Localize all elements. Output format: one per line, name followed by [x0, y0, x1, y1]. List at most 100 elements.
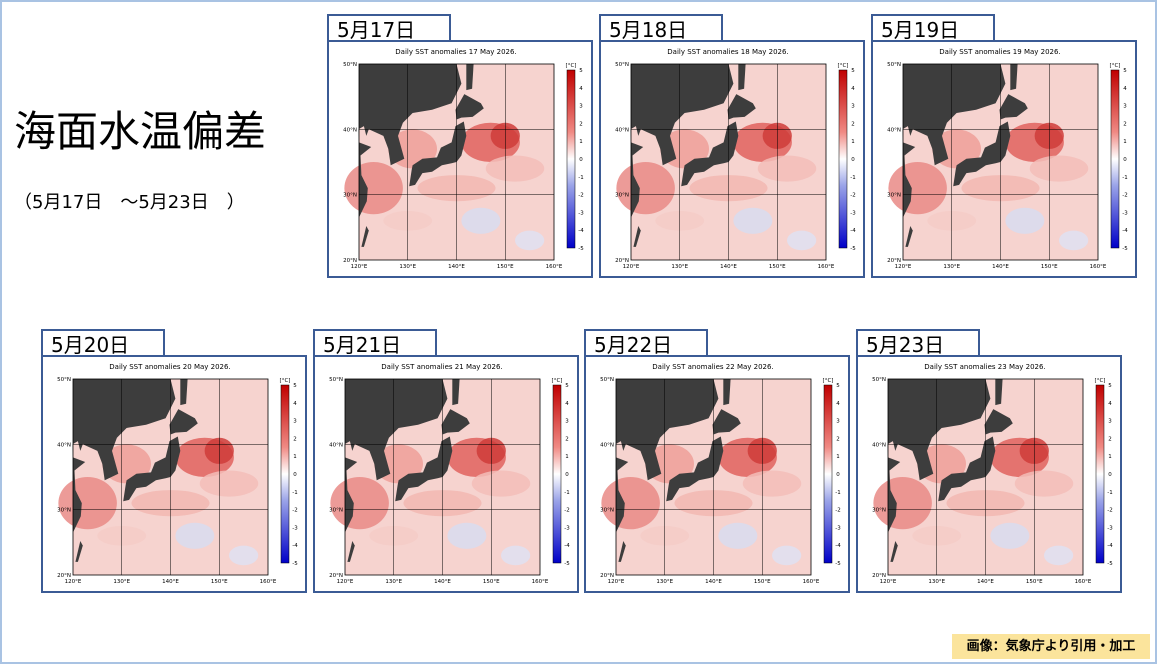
colorbar-tick: 2 — [1123, 121, 1127, 127]
lon-label: 120°E — [337, 579, 354, 585]
land — [455, 94, 484, 120]
land — [723, 379, 731, 406]
lat-label: 30°N — [57, 508, 71, 514]
lon-label: 150°E — [211, 579, 228, 585]
land — [633, 226, 641, 247]
colorbar-tick: 0 — [565, 472, 569, 478]
land — [344, 379, 448, 533]
map-panel: Daily SST anomalies 22 May 2026. 50°N 40°N… — [584, 355, 850, 593]
land — [666, 436, 724, 502]
land — [361, 226, 369, 247]
land — [466, 64, 474, 91]
land — [123, 436, 181, 502]
anomaly-area — [447, 522, 487, 549]
anomaly-area — [1059, 230, 1089, 251]
lat-label: 50°N — [600, 377, 614, 383]
map-panel: Daily SST anomalies 20 May 2026. 50°N 40°N… — [41, 355, 307, 593]
colorbar-tick: 5 — [1123, 68, 1127, 74]
colorbar-tick: -2 — [292, 508, 297, 514]
lon-label: 130°E — [928, 579, 945, 585]
colorbar-tick: -4 — [578, 228, 584, 234]
map-panel: Daily SST anomalies 23 May 2026. 50°N 40°N… — [856, 355, 1122, 593]
anomaly-area — [616, 162, 675, 215]
colorbar-tick: -3 — [835, 525, 841, 531]
colorbar-tick: 4 — [836, 401, 840, 407]
lon-label: 120°E — [351, 264, 368, 270]
lon-label: 160°E — [818, 264, 835, 270]
colorbar-tick: -5 — [835, 561, 841, 567]
colorbar-tick: 0 — [1123, 157, 1127, 163]
anomaly-area — [772, 545, 802, 566]
colorbar-tick: 1 — [1108, 454, 1112, 460]
colorbar-tick: 1 — [293, 454, 297, 460]
map-title: Daily SST anomalies 22 May 2026. — [652, 363, 773, 371]
colorbar-tick: -1 — [1107, 490, 1112, 496]
sst-map: Daily SST anomalies 19 May 2026. 50°N 40°N… — [887, 48, 1128, 270]
sst-map: Daily SST anomalies 20 May 2026. 50°N 40°N… — [57, 363, 298, 585]
land — [995, 379, 1003, 406]
colorbar-tick: -3 — [292, 525, 298, 531]
colorbar — [1110, 69, 1120, 249]
anomaly-area — [229, 545, 259, 566]
lon-label: 130°E — [656, 579, 673, 585]
colorbar — [280, 384, 290, 564]
lat-label: 30°N — [872, 508, 886, 514]
colorbar-tick: 5 — [579, 68, 583, 74]
colorbar-tick: 5 — [565, 383, 569, 389]
colorbar-tick: -1 — [1122, 175, 1127, 181]
colorbar-tick: 3 — [579, 104, 583, 110]
lat-label: 40°N — [600, 442, 614, 448]
lat-label: 20°N — [615, 258, 629, 264]
land — [618, 541, 626, 562]
colorbar-tick: 4 — [579, 86, 583, 92]
colorbar-tick: 3 — [1108, 419, 1112, 425]
lat-label: 30°N — [887, 193, 901, 199]
colorbar-tick: -4 — [1107, 543, 1113, 549]
colorbar-tick: -4 — [835, 543, 841, 549]
map-frame — [902, 63, 1099, 261]
land — [953, 121, 1011, 187]
panel-date: 5月22日 — [584, 329, 708, 357]
colorbar-unit: [°C] — [280, 378, 291, 384]
colorbar-tick: 0 — [579, 157, 583, 163]
lon-label: 160°E — [532, 579, 549, 585]
anomaly-area — [515, 230, 545, 251]
land — [615, 379, 719, 533]
anomaly-area — [330, 477, 389, 530]
anomaly-area — [718, 522, 758, 549]
lon-label: 160°E — [260, 579, 277, 585]
land — [169, 409, 198, 435]
lon-label: 140°E — [977, 579, 994, 585]
lon-label: 140°E — [162, 579, 179, 585]
map-panel: Daily SST anomalies 17 May 2026. 50°N 40°N… — [327, 40, 593, 278]
lat-label: 30°N — [615, 193, 629, 199]
anomaly-area — [471, 470, 531, 497]
date-range: （5月17日 ～5月23日 ） — [14, 192, 245, 213]
lat-label: 20°N — [887, 258, 901, 264]
anomaly-area — [175, 522, 215, 549]
colorbar-tick: -4 — [564, 543, 570, 549]
map-title: Daily SST anomalies 20 May 2026. — [109, 363, 230, 371]
credit: 画像：気象庁より引用・加工 — [952, 634, 1150, 659]
colorbar-tick: 2 — [579, 121, 583, 127]
colorbar-tick: 5 — [851, 68, 855, 74]
colorbar-tick: 2 — [1108, 436, 1112, 442]
colorbar-tick: -1 — [292, 490, 297, 496]
colorbar-unit: [°C] — [823, 378, 834, 384]
lat-label: 20°N — [329, 573, 343, 579]
colorbar-tick: 3 — [851, 104, 855, 110]
anomaly-area — [461, 207, 501, 234]
colorbar-tick: -4 — [850, 228, 856, 234]
colorbar-tick: -3 — [564, 525, 570, 531]
anomaly-area — [1014, 470, 1074, 497]
lon-label: 150°E — [754, 579, 771, 585]
colorbar-tick: 2 — [836, 436, 840, 442]
lon-label: 130°E — [385, 579, 402, 585]
colorbar-tick: 4 — [565, 401, 569, 407]
colorbar-tick: -2 — [578, 193, 583, 199]
lat-label: 50°N — [872, 377, 886, 383]
anomaly-area — [1029, 155, 1089, 182]
land — [887, 379, 991, 533]
colorbar-tick: -5 — [1107, 561, 1113, 567]
